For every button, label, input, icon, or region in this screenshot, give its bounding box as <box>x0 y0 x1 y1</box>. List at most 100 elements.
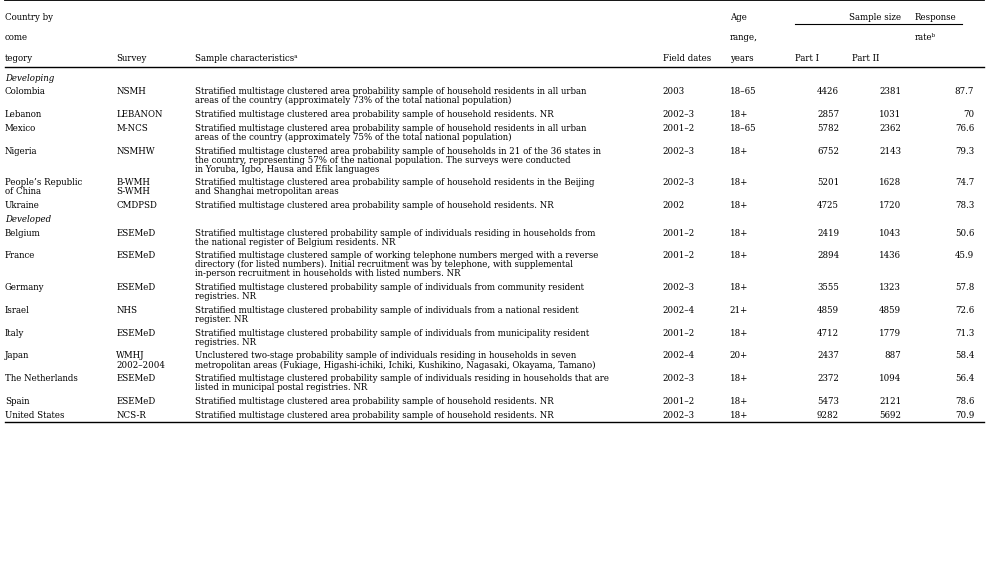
Text: areas of the country (approximately 75% of the total national population): areas of the country (approximately 75% … <box>195 133 512 142</box>
Text: 2143: 2143 <box>880 147 901 155</box>
Text: 2002–3: 2002–3 <box>663 374 694 383</box>
Text: 2002: 2002 <box>663 201 685 210</box>
Text: 2121: 2121 <box>879 397 901 406</box>
Text: 2437: 2437 <box>817 351 839 361</box>
Text: 2372: 2372 <box>817 374 839 383</box>
Text: 2894: 2894 <box>817 251 839 260</box>
Text: Japan: Japan <box>5 351 30 361</box>
Text: 78.3: 78.3 <box>954 201 974 210</box>
Text: 4859: 4859 <box>817 306 839 315</box>
Text: 2419: 2419 <box>817 228 839 237</box>
Text: Stratified multistage clustered area probability sample of household residents. : Stratified multistage clustered area pro… <box>195 201 554 210</box>
Text: 18+: 18+ <box>730 329 748 338</box>
Text: 5692: 5692 <box>880 411 901 420</box>
Text: Stratified multistage clustered area probability sample of household residents i: Stratified multistage clustered area pro… <box>195 178 595 187</box>
Text: Stratified multistage clustered probability sample of individuals from municipal: Stratified multistage clustered probabil… <box>195 329 590 338</box>
Text: 4712: 4712 <box>817 329 839 338</box>
Text: Nigeria: Nigeria <box>5 147 37 155</box>
Text: listed in municipal postal registries. NR: listed in municipal postal registries. N… <box>195 384 368 392</box>
Text: Country by: Country by <box>5 13 53 22</box>
Text: 1323: 1323 <box>880 283 901 292</box>
Text: 72.6: 72.6 <box>954 306 974 315</box>
Text: 78.6: 78.6 <box>954 397 974 406</box>
Text: 18–65: 18–65 <box>730 87 756 96</box>
Text: 21+: 21+ <box>730 306 748 315</box>
Text: Spain: Spain <box>5 397 30 406</box>
Text: ESEMeD: ESEMeD <box>116 283 156 292</box>
Text: Belgium: Belgium <box>5 228 40 237</box>
Text: Age: Age <box>730 13 746 22</box>
Text: 2002–3: 2002–3 <box>663 110 694 119</box>
Text: NCS-R: NCS-R <box>116 411 146 420</box>
Text: directory (for listed numbers). Initial recruitment was by telephone, with suppl: directory (for listed numbers). Initial … <box>195 260 573 270</box>
Text: 2001–2: 2001–2 <box>663 397 695 406</box>
Text: People’s Republic: People’s Republic <box>5 178 82 187</box>
Text: 70.9: 70.9 <box>954 411 974 420</box>
Text: 2002–3: 2002–3 <box>663 411 694 420</box>
Text: 2002–3: 2002–3 <box>663 147 694 155</box>
Text: 887: 887 <box>884 351 901 361</box>
Text: Lebanon: Lebanon <box>5 110 42 119</box>
Text: 20+: 20+ <box>730 351 748 361</box>
Text: and Shanghai metropolitan areas: and Shanghai metropolitan areas <box>195 187 339 197</box>
Text: 18+: 18+ <box>730 411 748 420</box>
Text: Stratified multistage clustered area probability sample of household residents. : Stratified multistage clustered area pro… <box>195 397 554 406</box>
Text: Stratified multistage clustered probability sample of individuals residing in ho: Stratified multistage clustered probabil… <box>195 228 596 237</box>
Text: 5201: 5201 <box>816 178 839 187</box>
Text: 2002–4: 2002–4 <box>663 351 695 361</box>
Text: ESEMeD: ESEMeD <box>116 251 156 260</box>
Text: 1779: 1779 <box>880 329 901 338</box>
Text: Sample size: Sample size <box>849 13 900 22</box>
Text: metropolitan areas (Fukiage, Higashi-ichiki, Ichiki, Kushikino, Nagasaki, Okayam: metropolitan areas (Fukiage, Higashi-ich… <box>195 361 596 370</box>
Text: the country, representing 57% of the national population. The surveys were condu: the country, representing 57% of the nat… <box>195 156 571 164</box>
Text: 18+: 18+ <box>730 283 748 292</box>
Text: 2002–3: 2002–3 <box>663 178 694 187</box>
Text: 9282: 9282 <box>817 411 839 420</box>
Text: Israel: Israel <box>5 306 30 315</box>
Text: Stratified multistage clustered area probability sample of households in 21 of t: Stratified multistage clustered area pro… <box>195 147 601 155</box>
Text: The Netherlands: The Netherlands <box>5 374 78 383</box>
Text: 2362: 2362 <box>880 124 901 133</box>
Text: Developed: Developed <box>5 215 51 224</box>
Text: Stratified multistage clustered probability sample of individuals from a nationa: Stratified multistage clustered probabil… <box>195 306 579 315</box>
Text: in-person recruitment in households with listed numbers. NR: in-person recruitment in households with… <box>195 270 460 278</box>
Text: Developing: Developing <box>5 74 54 83</box>
Text: 2001–2: 2001–2 <box>663 228 695 237</box>
Text: 50.6: 50.6 <box>954 228 974 237</box>
Text: 2003: 2003 <box>663 87 684 96</box>
Text: 18+: 18+ <box>730 228 748 237</box>
Text: Germany: Germany <box>5 283 44 292</box>
Text: 4426: 4426 <box>817 87 839 96</box>
Text: United States: United States <box>5 411 64 420</box>
Text: Stratified multistage clustered area probability sample of household residents i: Stratified multistage clustered area pro… <box>195 124 587 133</box>
Text: ESEMeD: ESEMeD <box>116 374 156 383</box>
Text: NSMH: NSMH <box>116 87 146 96</box>
Text: France: France <box>5 251 35 260</box>
Text: Stratified multistage clustered area probability sample of household residents. : Stratified multistage clustered area pro… <box>195 411 554 420</box>
Text: 4859: 4859 <box>880 306 901 315</box>
Text: Stratified multistage clustered sample of working telephone numbers merged with : Stratified multistage clustered sample o… <box>195 251 599 260</box>
Text: come: come <box>5 33 28 43</box>
Text: rateᵇ: rateᵇ <box>915 33 936 43</box>
Text: Survey: Survey <box>116 54 147 63</box>
Text: 18+: 18+ <box>730 251 748 260</box>
Text: 1628: 1628 <box>879 178 901 187</box>
Text: 71.3: 71.3 <box>954 329 974 338</box>
Text: 2001–2: 2001–2 <box>663 329 695 338</box>
Text: range,: range, <box>730 33 757 43</box>
Text: 3555: 3555 <box>817 283 839 292</box>
Text: 1436: 1436 <box>880 251 901 260</box>
Text: Stratified multistage clustered probability sample of individuals residing in ho: Stratified multistage clustered probabil… <box>195 374 609 383</box>
Text: 2002–3: 2002–3 <box>663 283 694 292</box>
Text: 74.7: 74.7 <box>954 178 974 187</box>
Text: 5782: 5782 <box>817 124 839 133</box>
Text: 2002–4: 2002–4 <box>663 306 695 315</box>
Text: 2001–2: 2001–2 <box>663 251 695 260</box>
Text: LEBANON: LEBANON <box>116 110 163 119</box>
Text: 18–65: 18–65 <box>730 124 756 133</box>
Text: 18+: 18+ <box>730 201 748 210</box>
Text: 18+: 18+ <box>730 397 748 406</box>
Text: 1720: 1720 <box>879 201 901 210</box>
Text: 76.6: 76.6 <box>954 124 974 133</box>
Text: Response: Response <box>915 13 956 22</box>
